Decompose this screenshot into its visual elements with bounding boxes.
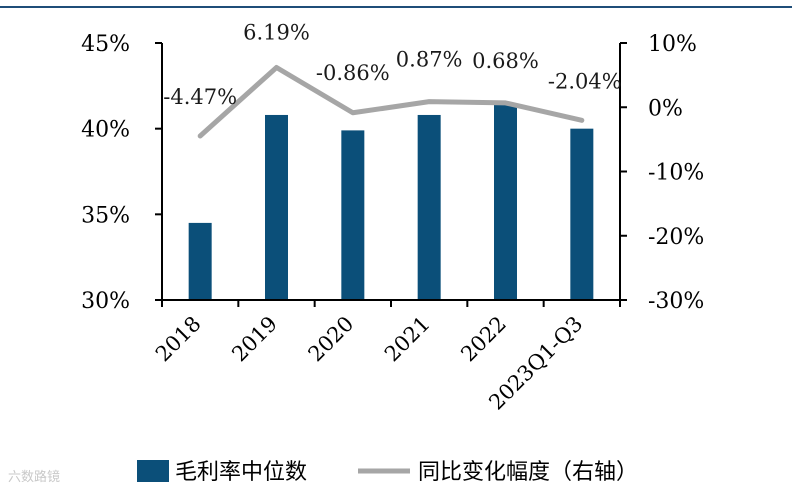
left-tick-label: 40% [81,118,130,143]
bar-series [188,104,594,301]
x-tick-label: 2020 [304,312,359,367]
bar [188,222,212,300]
right-tick-label: -10% [648,161,704,186]
right-tick-label: -20% [648,225,704,250]
x-tick-label: 2021 [380,312,435,367]
line-data-label: 0.87% [396,48,463,72]
right-tick-label: -30% [648,289,704,314]
line-data-label: -0.86% [316,61,390,85]
line-path [197,64,585,139]
bar [570,128,594,300]
x-tick-label: 2019 [227,312,282,367]
data-labels: -4.47% 6.19%-0.86%0.87% 0.68% -2.04% [163,20,621,108]
bar [341,130,365,300]
top-rule [0,6,792,8]
line-data-label: 6.19% [243,20,310,44]
legend: 毛利率中位数 同比变化幅度（右轴） [137,460,638,485]
line-data-label: 0.68% [472,49,539,73]
bar [417,114,441,301]
right-tick-label: 0% [648,96,683,121]
x-tick-label: 2018 [151,312,206,367]
legend-bar-swatch [137,460,169,482]
left-tick-label: 35% [81,203,130,228]
bar [494,104,517,301]
x-tick-label: 2022 [456,312,511,367]
line-series [197,64,585,139]
legend-line-label: 同比变化幅度（右轴） [418,460,638,485]
left-tick-label: 45% [81,32,130,57]
line-data-label: -4.47% [163,85,237,109]
right-tick-label: 10% [648,32,697,57]
line-data-label: -2.04% [548,69,622,93]
legend-bar-label: 毛利率中位数 [175,460,307,485]
bar [265,114,288,301]
watermark-logo: 六数路镜 [8,470,61,485]
left-tick-label: 30% [81,289,130,314]
